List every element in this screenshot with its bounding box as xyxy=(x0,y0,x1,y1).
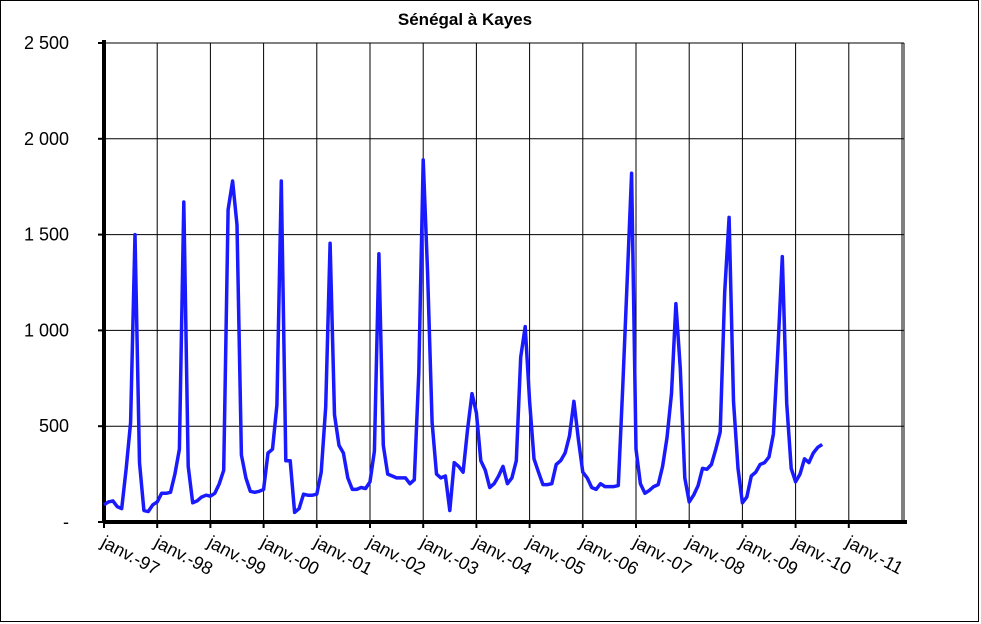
y-tick-label: 1 000 xyxy=(24,320,69,340)
x-tick-label: janv.-08 xyxy=(682,531,748,579)
x-tick-label: janv.-06 xyxy=(576,531,642,579)
y-tick-label: 2 000 xyxy=(24,129,69,149)
y-tick-label: 500 xyxy=(39,416,69,436)
y-tick-label: 1 500 xyxy=(24,225,69,245)
x-tick-label: janv.-01 xyxy=(310,531,376,579)
x-tick-label: janv.-03 xyxy=(416,531,482,579)
x-tick-labels: janv.-97janv.-98janv.-99janv.-00janv.-01… xyxy=(97,531,906,579)
x-tick-label: janv.-97 xyxy=(97,531,163,579)
y-tick-labels: - 500 1 000 1 500 2 000 2 500 xyxy=(24,33,69,532)
series-line xyxy=(103,158,824,515)
chart-title: Sénégal à Kayes xyxy=(398,10,532,29)
x-tick-label: janv.-98 xyxy=(150,531,216,579)
x-tick-label: janv.-04 xyxy=(470,531,536,579)
x-tick-label: janv.-11 xyxy=(842,531,906,578)
x-tick-label: janv.-05 xyxy=(523,531,589,579)
x-tick-label: janv.-09 xyxy=(736,531,802,579)
x-tick-label: janv.-00 xyxy=(257,531,323,579)
y-tick-label: - xyxy=(63,512,69,532)
axes xyxy=(98,40,907,528)
gridlines xyxy=(104,42,905,522)
x-tick-label: janv.-99 xyxy=(204,531,270,579)
x-tick-label: janv.-10 xyxy=(789,531,855,579)
x-tick-label: janv.-02 xyxy=(363,531,429,579)
x-tick-label: janv.-07 xyxy=(629,531,695,579)
y-tick-label: 2 500 xyxy=(24,33,69,53)
